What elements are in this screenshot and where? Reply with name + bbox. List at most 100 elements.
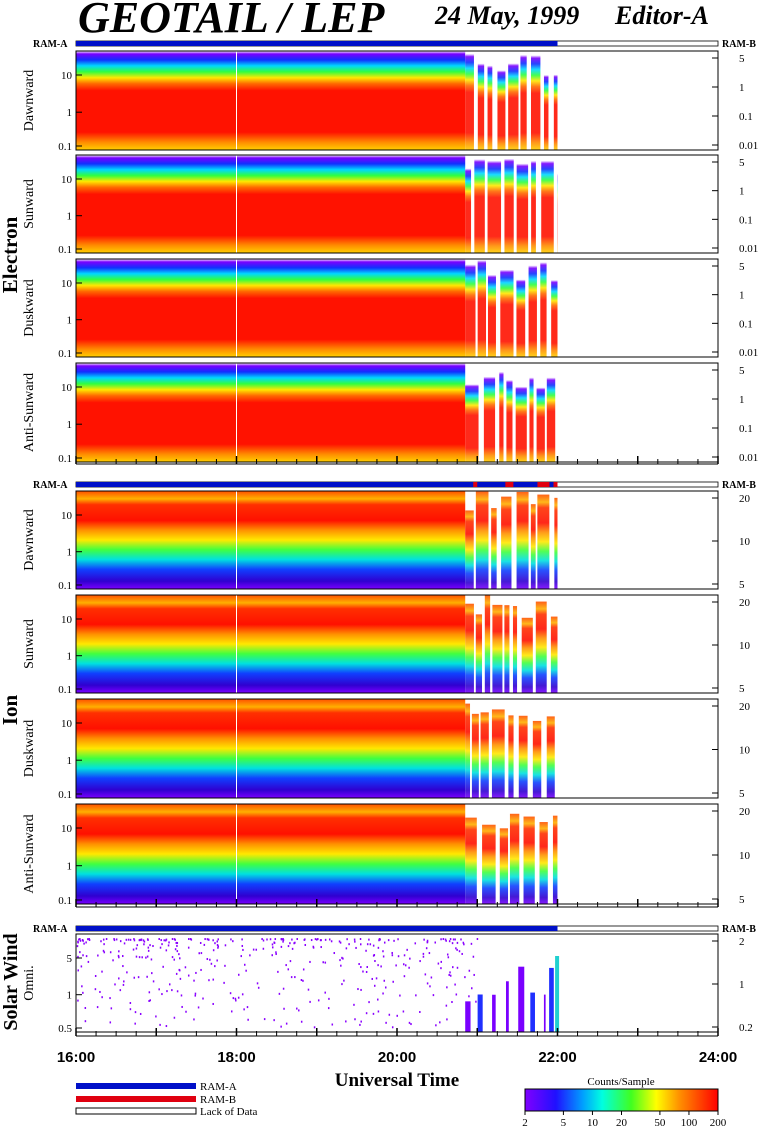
- sw-dot: [141, 956, 143, 959]
- sw-dot: [353, 938, 356, 941]
- sw-dot: [360, 1020, 362, 1023]
- sw-dot: [105, 938, 108, 941]
- sw-dot: [320, 946, 322, 949]
- panels-layer: RAM-A RAM-B Electron Dawnward 10 1 0.1 5 1 0.1 0.0…: [0, 39, 758, 1066]
- colorbar-tick-label: 50: [654, 1117, 666, 1128]
- spectrogram-burst: [475, 614, 483, 693]
- sw-dot: [317, 999, 320, 1002]
- sw-dot: [456, 941, 459, 944]
- sw-dot: [449, 974, 452, 977]
- spectrogram-burst: [492, 604, 503, 693]
- y-tick-label: 0.1: [58, 141, 72, 153]
- sw-dot: [139, 1012, 142, 1015]
- spectrogram-burst: [477, 63, 485, 151]
- sw-dot: [102, 949, 105, 952]
- sw-dot: [241, 938, 243, 941]
- sw-dot: [345, 947, 348, 950]
- x-tick-label: 20:00: [378, 1049, 416, 1066]
- sw-dot: [79, 939, 82, 942]
- sw-dot: [422, 955, 425, 958]
- legend-swatch-lack-of-data: [75, 1107, 197, 1115]
- sw-dot: [302, 979, 304, 982]
- sw-dot: [188, 938, 190, 941]
- sw-dot: [362, 970, 364, 973]
- right-tick-label: 5: [739, 683, 745, 695]
- sw-dot: [316, 938, 318, 941]
- ram-a-label: RAM-A: [33, 924, 68, 935]
- sw-dot: [155, 1015, 157, 1018]
- spectrogram-burst: [499, 828, 509, 904]
- sw-dot: [83, 942, 85, 945]
- panel-label: Dawnward: [22, 509, 37, 570]
- sw-dot: [275, 953, 277, 956]
- colorbar-tick-label: 100: [681, 1117, 698, 1128]
- spectrogram-burst: [499, 371, 504, 462]
- sw-dot: [300, 979, 303, 982]
- right-tick-label: 1: [739, 979, 745, 991]
- right-tick-label: 5: [739, 579, 745, 591]
- sw-dot: [164, 939, 167, 942]
- sw-dot: [287, 968, 290, 971]
- spectrogram-burst: [516, 491, 529, 589]
- spectrogram-burst: [509, 813, 520, 904]
- sw-dot: [76, 945, 79, 948]
- sw-dot: [162, 965, 164, 968]
- sw-dot: [372, 944, 375, 947]
- sw-dot: [115, 938, 118, 941]
- legend-label-ram-a: RAM-A: [200, 1081, 237, 1093]
- sw-dot: [402, 963, 405, 966]
- group-label: Electron: [0, 216, 22, 293]
- sw-dot: [294, 976, 296, 979]
- sw-dot: [462, 941, 465, 944]
- sw-dot: [475, 1000, 477, 1003]
- right-tick-label: 20: [739, 597, 751, 609]
- spectrogram-main: [76, 259, 466, 357]
- sw-burst: [555, 956, 560, 1032]
- spectrogram-burst: [518, 715, 528, 798]
- spectrogram-burst: [553, 74, 558, 150]
- sw-dot: [244, 963, 246, 966]
- sw-dot: [324, 961, 327, 964]
- spectrogram-main: [76, 363, 466, 462]
- sw-dot: [171, 989, 173, 992]
- y-tick-label: 10: [61, 614, 73, 626]
- sw-dot: [445, 939, 447, 942]
- sw-dot: [146, 975, 148, 978]
- sw-dot: [85, 941, 87, 944]
- sw-dot: [359, 943, 362, 946]
- sw-dot: [387, 939, 390, 942]
- sw-dot: [206, 958, 209, 961]
- spectrogram-burst: [554, 497, 558, 589]
- sw-dot: [118, 977, 120, 980]
- x-axis-ticks: [75, 1028, 719, 1037]
- sw-dot: [82, 991, 84, 994]
- sw-dot: [463, 943, 465, 946]
- sw-dot: [133, 939, 136, 942]
- sw-dot: [452, 966, 454, 969]
- panel-frame: [75, 258, 719, 358]
- sw-dot: [322, 961, 324, 964]
- ram-b-label: RAM-B: [722, 480, 756, 491]
- right-tick-label: 1: [739, 290, 745, 302]
- right-tick-label: 10: [739, 850, 751, 862]
- sw-dot: [377, 998, 379, 1001]
- y-tick-label: 10: [61, 278, 73, 290]
- sw-burst: [543, 994, 546, 1032]
- sw-dot: [426, 939, 429, 942]
- sw-dot: [468, 995, 470, 998]
- sw-dot: [470, 942, 473, 945]
- sw-dot: [194, 992, 197, 995]
- sw-burst: [465, 1001, 471, 1032]
- spectrogram-burst: [483, 376, 496, 462]
- sw-dot: [96, 1006, 99, 1009]
- group-ion: RAM-A RAM-B Ion Dawnward 10 1 0.1 20 10 5 Sunward 1…: [0, 480, 756, 908]
- group-label: Solar Wind: [0, 933, 22, 1030]
- spectrogram-burst: [546, 716, 555, 798]
- colorbar-tick-label: 10: [587, 1117, 599, 1128]
- spectrogram-burst: [477, 260, 487, 357]
- spectrogram-burst: [516, 163, 529, 253]
- sw-dot: [383, 941, 386, 944]
- sw-dot: [368, 938, 370, 941]
- sw-dot: [289, 942, 291, 945]
- spectrogram-burst: [487, 274, 496, 357]
